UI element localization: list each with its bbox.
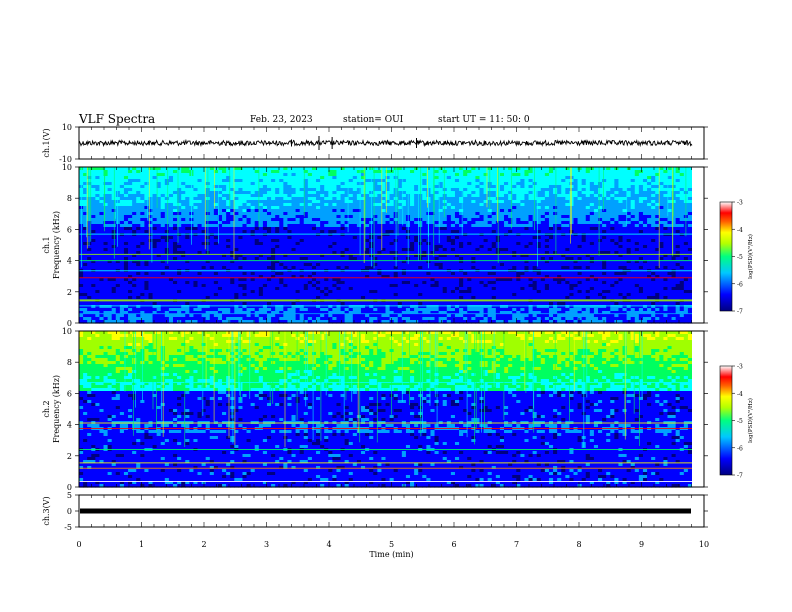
ch1-spectrogram-ytick-label: 0	[67, 319, 72, 328]
xtick-label: 4	[326, 540, 331, 549]
colorbar-tick-label: -4	[737, 391, 743, 398]
waveform-ch3	[80, 508, 691, 514]
colorbar-tick-label: -3	[737, 364, 743, 371]
waveform-ch1	[78, 136, 693, 150]
ch3-waveform-ytick-label: -5	[64, 523, 72, 532]
colorbar-tick-label: -6	[737, 281, 743, 288]
ch1-spectrogram-ytick-label: 2	[67, 288, 72, 297]
ch2-spectrogram-ytick-label: 8	[67, 358, 72, 367]
colorbar-tick-label: -6	[737, 445, 743, 452]
start-time-label: start UT = 11: 50: 0	[438, 115, 530, 125]
ch3-waveform-axes: 5 0 -5 ch.3(V) 0 1 2 3 4 5 6 7 8 9 10 Time (min)	[42, 491, 709, 559]
xtick-label: 0	[76, 540, 81, 549]
colorbar-scale	[719, 201, 733, 312]
ch2-spectrogram-ylabel: ch.2	[42, 400, 51, 417]
colorbar-tick-label: -7	[737, 473, 743, 480]
colorbar-scale	[719, 365, 733, 476]
ch1-waveform-ytick-label: -10	[59, 155, 72, 164]
colorbar-tick-label: -3	[737, 200, 743, 207]
colorbar-tick-label: -5	[737, 254, 743, 261]
ch2-spectrogram-ytick-label: 6	[67, 389, 72, 398]
ch3-waveform-ytick-label: 0	[67, 507, 72, 516]
colorbar-label: log(PSD)(V²/Hz)	[747, 398, 754, 443]
ch2-spectrogram-ytick-label: 2	[67, 452, 72, 461]
figure-title: VLF Spectra	[79, 112, 156, 126]
xtick-label: 3	[264, 540, 269, 549]
xtick-label: 5	[389, 540, 394, 549]
xtick-label: 6	[451, 540, 456, 549]
spectrogram-ch1	[79, 167, 704, 324]
ch2-spectrogram-ytick-label: 0	[67, 483, 72, 492]
xtick-label: 2	[201, 540, 206, 549]
ch2-spectrogram-ytick-label: 4	[67, 421, 72, 430]
ch1-waveform-ytick-label: 10	[62, 123, 72, 132]
ch3-waveform-ylabel: ch.3(V)	[42, 496, 51, 525]
colorbar-ch1: -3 -4 -5 -6 -7 log(PSD)(V²/Hz)	[719, 200, 754, 316]
ch2-spectrogram-ylabel: Frequency (kHz)	[52, 375, 61, 443]
ch1-spectrogram-ytick-label: 6	[67, 225, 72, 234]
ch1-spectrogram-ylabel: Frequency (kHz)	[52, 211, 61, 279]
date-label: Feb. 23, 2023	[250, 115, 313, 125]
waveform-trace	[78, 138, 693, 148]
ch1-spectrogram-ytick-label: 4	[67, 257, 72, 266]
ch1-waveform-axes: 10 -10 ch.1(V)	[42, 123, 708, 164]
colorbar-tick-label: -5	[737, 418, 743, 425]
ch2-spectrogram-ytick-label: 10	[62, 327, 72, 336]
xtick-label: 9	[639, 540, 644, 549]
ch1-spectrogram-ytick-label: 8	[67, 194, 72, 203]
ch3-waveform-ytick-label: 5	[67, 491, 72, 500]
xtick-label: 7	[514, 540, 519, 549]
xtick-label: 10	[699, 540, 709, 549]
ch1-spectrogram-ylabel: ch.1	[42, 236, 51, 253]
x-axis-label: Time (min)	[369, 550, 413, 559]
spectrogram-ch2	[79, 331, 704, 488]
ch1-spectrogram-axes: 0 2 4 6 8 10 ch.1 Frequency (kHz)	[42, 163, 708, 328]
station-label: station= OUI	[343, 115, 404, 125]
colorbar-tick-label: -7	[737, 309, 743, 316]
colorbar-ch2: -3 -4 -5 -6 -7 log(PSD)(V²/Hz)	[719, 364, 754, 480]
xtick-label: 8	[576, 540, 581, 549]
xtick-label: 1	[139, 540, 144, 549]
ch2-spectrogram-axes: 0 2 4 6 8 10 ch.2 Frequency (kHz)	[42, 327, 708, 492]
waveform-trace	[80, 508, 691, 514]
ch1-waveform-ylabel: ch.1(V)	[42, 128, 51, 157]
ch1-spectrogram-ytick-label: 10	[62, 163, 72, 172]
colorbar-tick-label: -4	[737, 227, 743, 234]
colorbar-label: log(PSD)(V²/Hz)	[747, 234, 754, 279]
